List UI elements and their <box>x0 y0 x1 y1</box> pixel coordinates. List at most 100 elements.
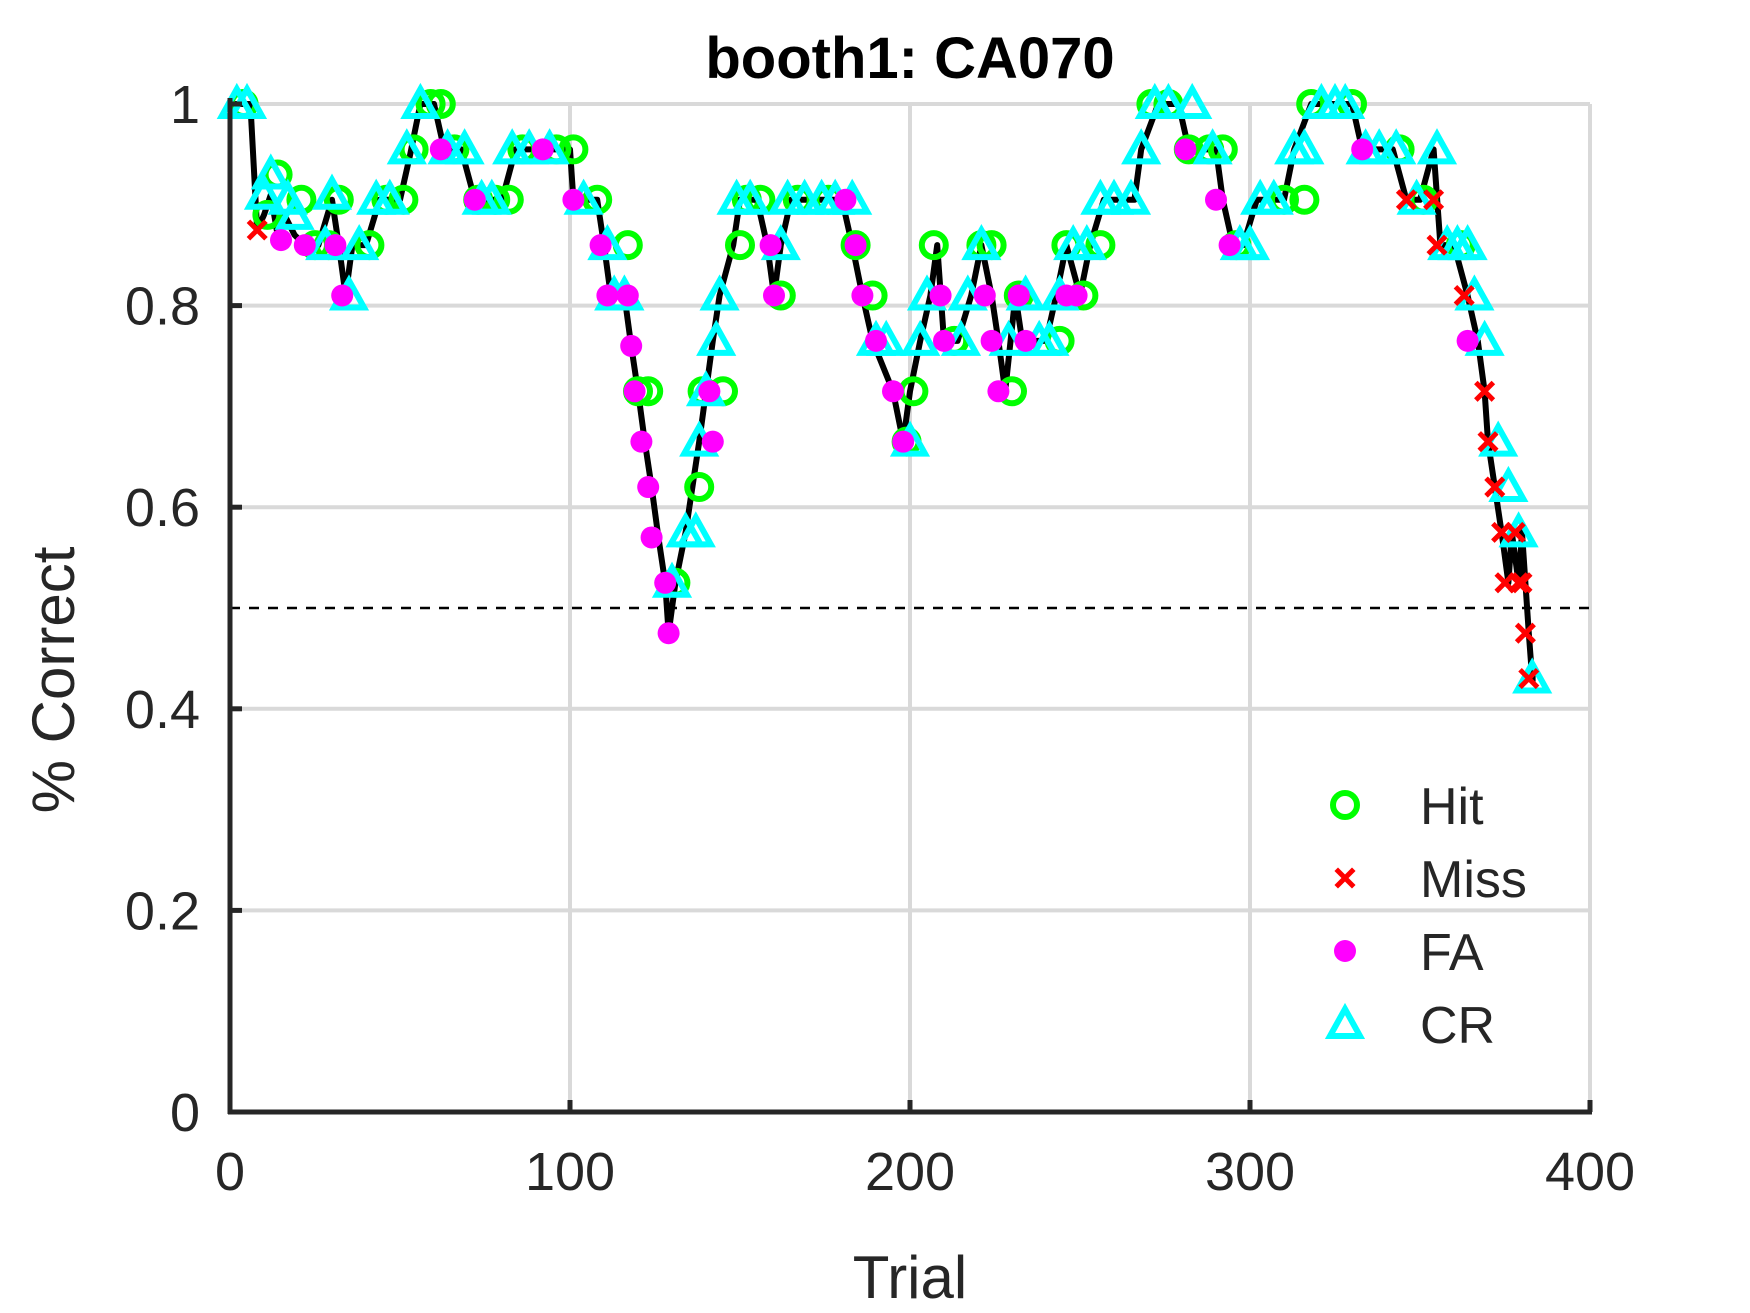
fa-marker <box>637 476 660 499</box>
fa-marker <box>701 430 724 453</box>
fa-marker <box>620 334 643 357</box>
miss-marker <box>1484 476 1506 498</box>
hit-marker <box>918 230 949 261</box>
y-axis-label: % Correct <box>20 546 87 813</box>
cr-marker <box>1488 465 1529 503</box>
legend-cr-marker <box>1324 1002 1366 1039</box>
y-tick-label: 0.8 <box>125 277 200 337</box>
cr-marker <box>1376 128 1417 165</box>
cr-marker <box>250 153 291 190</box>
hit-marker <box>558 134 589 165</box>
fa-marker <box>1456 329 1479 352</box>
fa-marker <box>698 380 721 403</box>
cr-marker <box>1066 223 1107 261</box>
fa-marker <box>763 284 785 307</box>
cr-marker <box>1416 128 1458 165</box>
fa-marker <box>630 430 653 453</box>
fa-marker <box>623 380 646 403</box>
miss-marker <box>1491 521 1513 543</box>
cr-marker <box>1229 223 1271 261</box>
fa-marker <box>1065 284 1088 307</box>
cr-marker <box>369 178 410 215</box>
cr-marker <box>961 223 1002 261</box>
cr-marker <box>900 319 941 356</box>
fa-marker <box>851 284 874 307</box>
fa-marker <box>1218 234 1241 257</box>
cr-marker <box>730 178 771 215</box>
x-tick-label: 400 <box>1545 1142 1635 1202</box>
cr-marker <box>1029 319 1070 356</box>
markers-layer <box>216 82 1553 694</box>
fa-marker <box>973 284 996 307</box>
fa-marker <box>844 234 867 257</box>
legend-fa-label: FA <box>1420 924 1484 982</box>
cr-marker <box>699 274 740 311</box>
fa-marker <box>562 188 585 211</box>
cr-marker <box>339 223 380 261</box>
fa-marker <box>657 622 680 645</box>
miss-marker <box>1426 234 1448 256</box>
miss-marker <box>1494 572 1516 594</box>
fa-marker <box>987 380 1010 403</box>
fa-marker <box>293 234 316 257</box>
fa-marker <box>980 329 1003 352</box>
fa-marker <box>324 234 347 257</box>
fa-marker <box>933 329 955 352</box>
hit-marker <box>252 199 283 230</box>
cr-marker <box>696 319 737 356</box>
cr-marker <box>1148 82 1189 119</box>
y-tick-label: 1 <box>170 75 200 135</box>
cr-marker <box>1121 128 1162 165</box>
grid <box>228 102 1592 1114</box>
cr-marker <box>311 173 353 210</box>
legend: Hit Miss FA CR <box>1324 778 1527 1055</box>
fa-marker <box>654 571 677 594</box>
cr-marker <box>1110 178 1152 215</box>
axes <box>227 98 1593 1115</box>
miss-marker <box>1423 189 1445 211</box>
cr-marker <box>1192 128 1233 165</box>
miss-marker <box>1511 572 1533 594</box>
fa-marker <box>531 138 554 161</box>
fa-marker <box>865 329 887 352</box>
legend-hit-marker <box>1330 790 1360 820</box>
miss-marker <box>1453 284 1475 307</box>
cr-marker <box>444 128 485 165</box>
hit-marker <box>1289 184 1320 215</box>
y-tick-label: 0.4 <box>125 680 200 740</box>
fa-marker <box>589 234 612 257</box>
y-tick-label: 0.2 <box>125 881 200 941</box>
cr-marker <box>1447 223 1488 261</box>
fa-marker <box>892 430 915 453</box>
cr-marker <box>1284 128 1325 165</box>
fa-marker <box>616 284 639 307</box>
legend-cr-label: CR <box>1420 997 1495 1055</box>
cr-marker <box>1253 178 1294 215</box>
x-tick-label: 200 <box>865 1142 955 1202</box>
hit-marker <box>684 472 715 503</box>
fa-marker <box>882 380 904 403</box>
cr-marker <box>675 511 716 548</box>
miss-marker <box>1504 521 1526 543</box>
cr-marker <box>386 128 427 165</box>
cr-marker <box>1172 82 1213 119</box>
fa-marker <box>1174 138 1197 161</box>
fa-marker <box>270 229 292 252</box>
legend-miss-marker <box>1334 867 1356 889</box>
fa-marker <box>929 284 952 307</box>
fa-marker <box>596 284 619 307</box>
fa-marker <box>834 188 857 211</box>
miss-marker <box>1514 622 1536 644</box>
fa-marker <box>1007 284 1030 307</box>
hit-marker <box>725 230 755 261</box>
legend-miss-label: Miss <box>1420 851 1527 909</box>
fa-marker <box>331 284 354 307</box>
fa-marker <box>429 138 452 161</box>
fa-marker <box>640 526 663 549</box>
y-tick-label: 0 <box>170 1083 200 1143</box>
miss-marker <box>1474 380 1496 402</box>
fa-marker <box>463 188 486 211</box>
cr-marker <box>274 193 315 230</box>
hit-marker <box>840 230 871 261</box>
